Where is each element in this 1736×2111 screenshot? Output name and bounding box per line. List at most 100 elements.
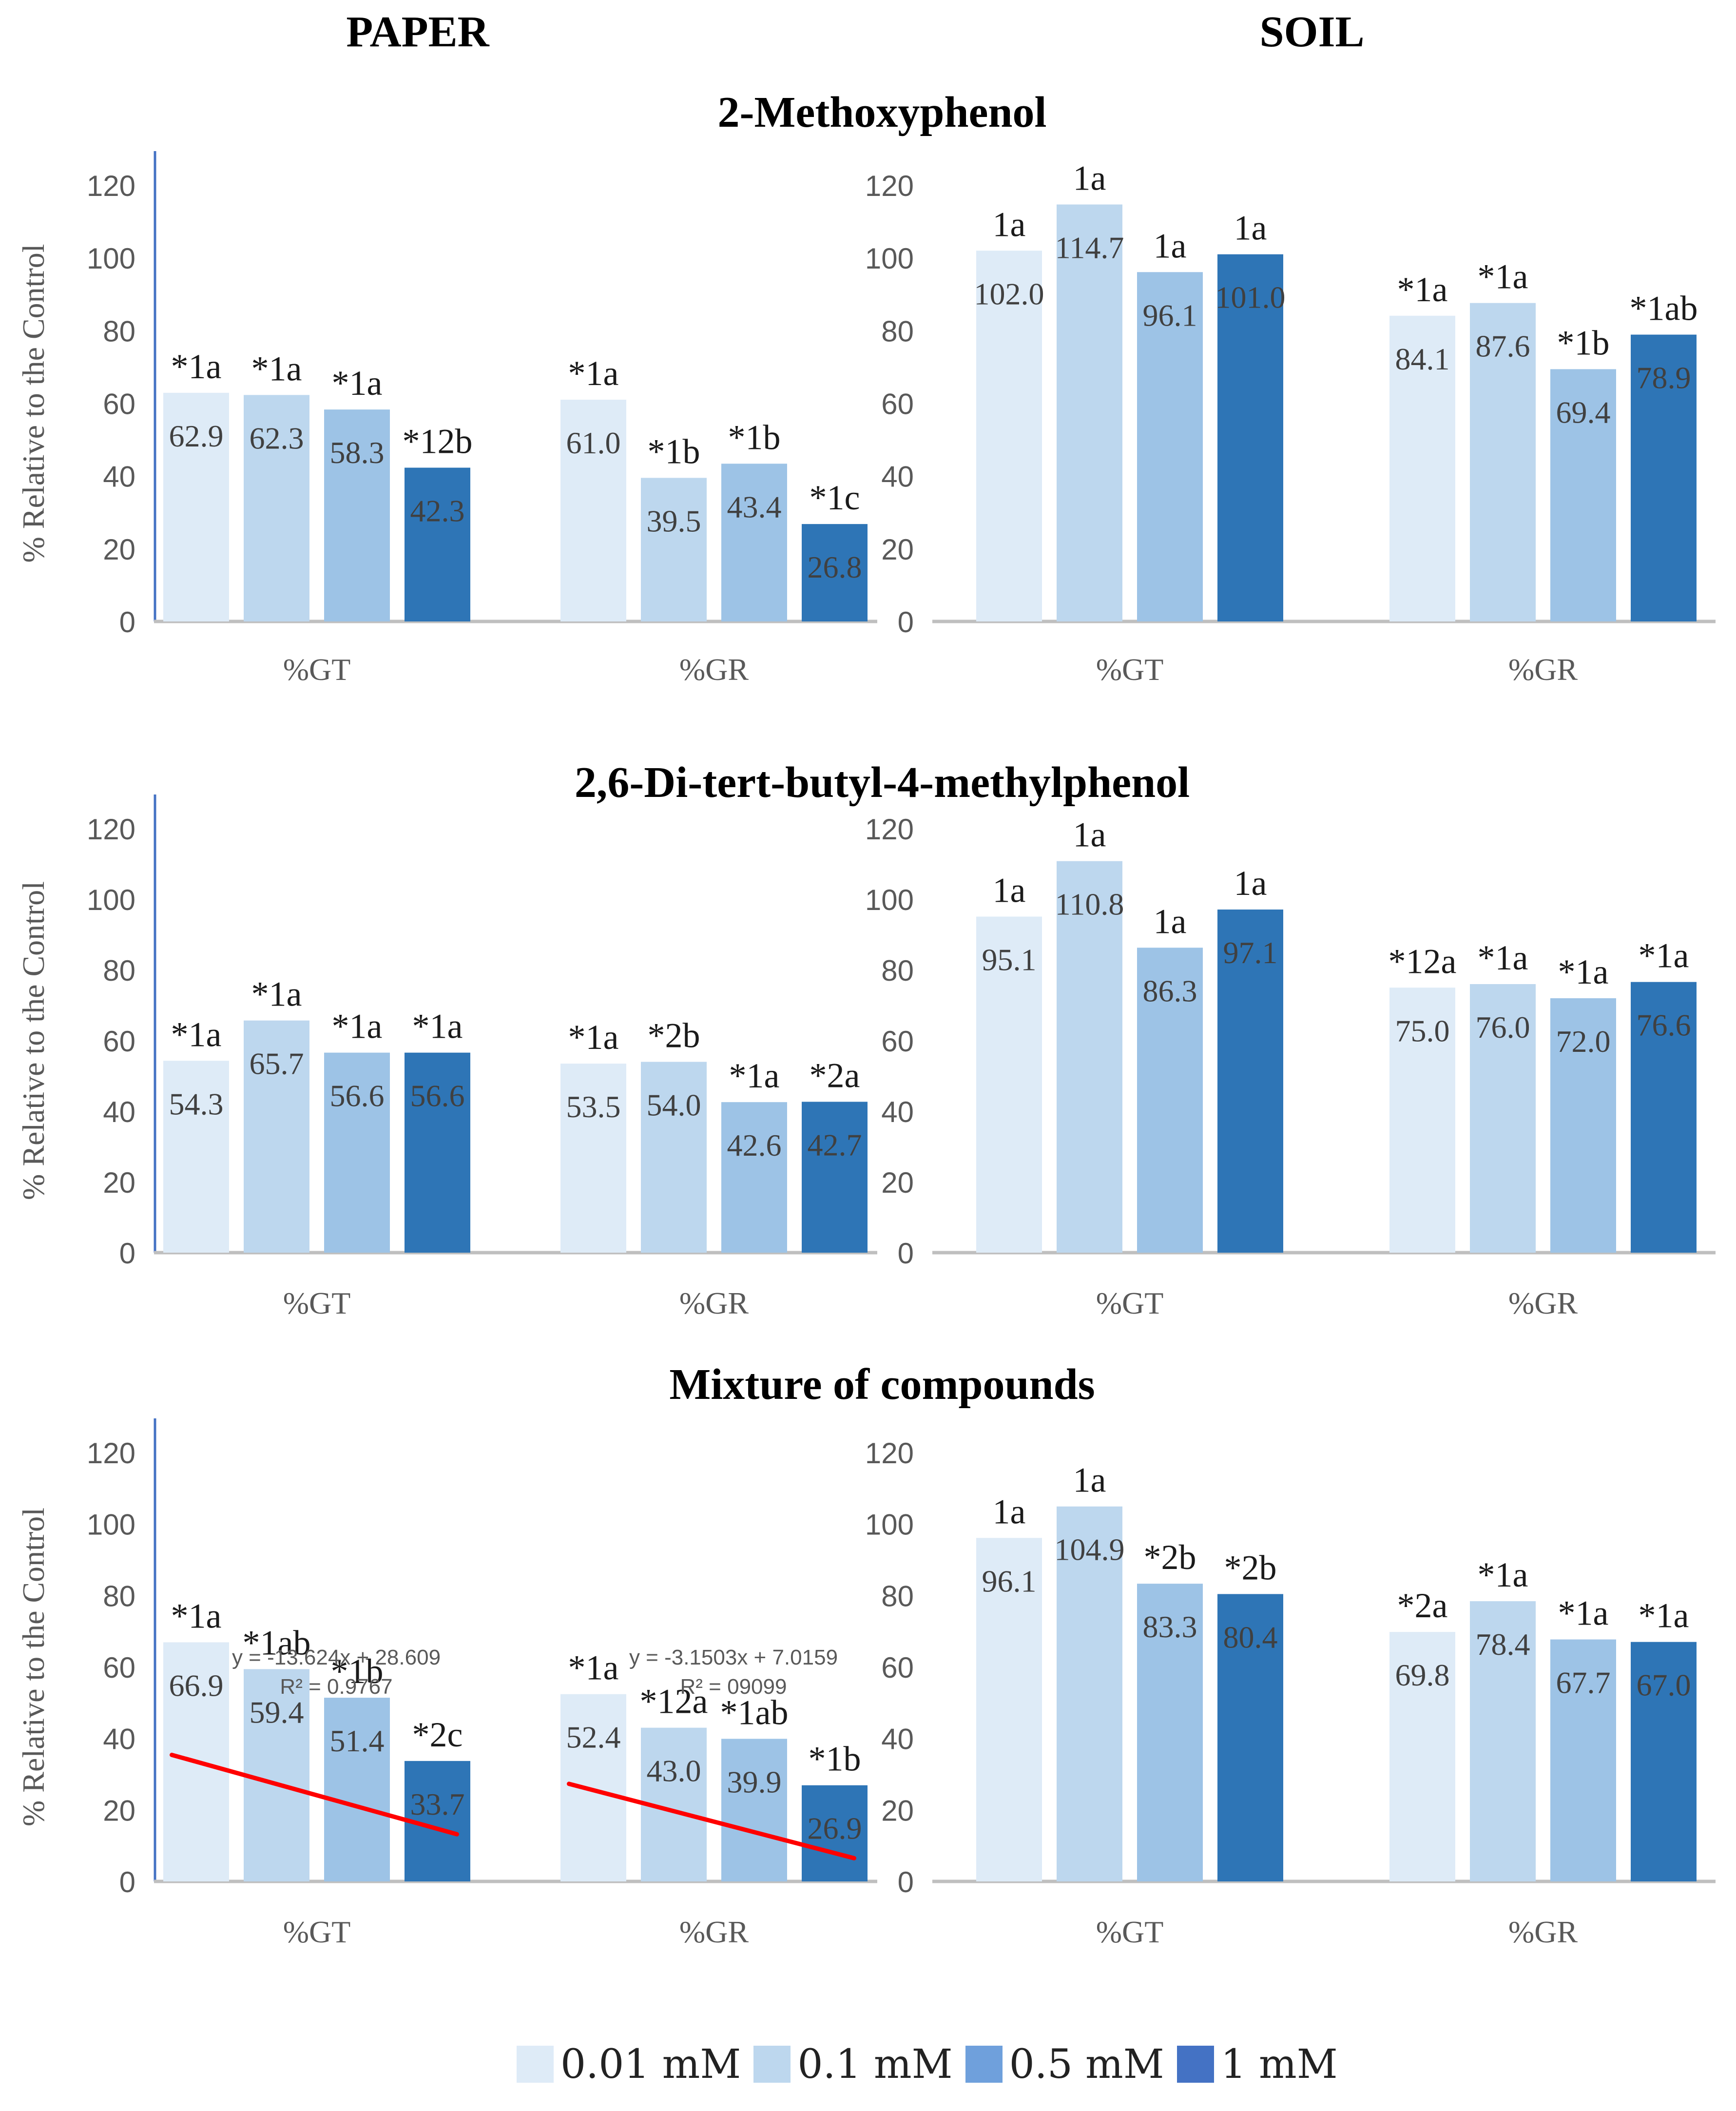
bar <box>802 1785 868 1881</box>
paper-header: PAPER <box>346 8 489 56</box>
bar-significance-label: *1a <box>729 1056 780 1095</box>
legend-swatch <box>753 2046 791 2083</box>
bar <box>721 464 787 621</box>
bar-value-label: 67.0 <box>1637 1668 1691 1703</box>
y-tick-label: 100 <box>865 242 914 275</box>
x-category-label: %GT <box>1096 652 1164 687</box>
y-tick-label: 80 <box>881 954 914 987</box>
bar <box>1631 1642 1697 1881</box>
compound-title: 2,6-Di-tert-butyl-4-methylphenol <box>575 758 1190 807</box>
chart-m-soil: 0 20 40 60 80 100 120 102.0 1a 114.7 1a 96.1 1a 101.0… <box>865 159 1716 687</box>
y-tick-label: 0 <box>119 606 135 639</box>
bar <box>1137 1584 1203 1881</box>
legend-swatch <box>517 2046 554 2083</box>
trendline <box>567 1782 856 1860</box>
bar-value-label: 96.1 <box>982 1564 1037 1598</box>
x-category-label: %GT <box>283 652 351 687</box>
trendline-r2: R² = 0.9767 <box>280 1675 392 1699</box>
legend-item: 0.01 mM <box>517 2041 741 2088</box>
y-tick-label: 60 <box>881 388 914 421</box>
bar-significance-label: *1a <box>332 364 383 403</box>
bar-value-label: 114.7 <box>1055 231 1124 265</box>
bar <box>324 1698 390 1881</box>
bar-value-label: 42.3 <box>410 494 465 528</box>
bar-significance-label: 1a <box>993 871 1026 910</box>
y-tick-label: 60 <box>103 388 135 421</box>
y-tick-label: 60 <box>103 1025 135 1058</box>
legend-label: 0.1 mM <box>797 2041 953 2088</box>
x-category-label: %GR <box>679 1915 749 1949</box>
bar-significance-label: *1a <box>568 1648 619 1687</box>
y-tick-label: 80 <box>881 315 914 348</box>
bar-value-label: 104.9 <box>1055 1532 1125 1567</box>
y-axis-title: % Relative to the Control <box>16 244 51 562</box>
trendline-equation: y = -13.624x + 28.609 <box>232 1646 441 1669</box>
y-tick-label: 80 <box>881 1580 914 1612</box>
bar-value-label: 69.4 <box>1556 395 1611 429</box>
chart-x-paper: 0 20 40 60 80 100 120 % Relative to the Control… <box>16 1418 877 1949</box>
y-axis-title: % Relative to the Control <box>16 1508 51 1826</box>
bar-significance-label: *1a <box>1397 270 1448 309</box>
legend-item: 0.5 mM <box>965 2041 1164 2088</box>
bar <box>976 916 1042 1253</box>
x-category-label: %GR <box>1508 1915 1578 1949</box>
y-axis-title: % Relative to the Control <box>16 881 51 1200</box>
compound-title: 2-Methoxyphenol <box>718 88 1047 136</box>
bar-value-label: 43.4 <box>727 489 782 524</box>
legend-item: 1 mM <box>1177 2041 1338 2088</box>
chart-d-soil: 0 20 40 60 80 100 120 95.1 1a 110.8 1a 86.3 1a 97.1 1a… <box>865 813 1716 1320</box>
bar <box>1057 1506 1122 1881</box>
chart-d-paper: 0 20 40 60 80 100 120 % Relative to the Control… <box>16 794 877 1320</box>
bar-value-label: 78.9 <box>1637 361 1691 395</box>
y-tick-label: 60 <box>881 1651 914 1684</box>
bar-significance-label: *1b <box>1557 323 1610 362</box>
bar-significance-label: 1a <box>1154 226 1187 265</box>
bar <box>1217 254 1283 621</box>
y-tick-label: 40 <box>881 1723 914 1756</box>
y-tick-label: 100 <box>865 884 914 916</box>
bar-significance-label: *2b <box>1144 1538 1196 1577</box>
bar <box>1217 910 1283 1253</box>
bar-significance-label: 1a <box>1154 902 1187 941</box>
bar-significance-label: *1a <box>1558 1594 1609 1633</box>
x-category-label: %GT <box>1096 1286 1164 1320</box>
bar <box>641 478 707 621</box>
bar <box>1470 984 1536 1253</box>
bar <box>1389 315 1455 621</box>
bar-significance-label: *12b <box>403 422 473 461</box>
legend-swatch <box>965 2046 1003 2083</box>
bar-value-label: 33.7 <box>410 1787 465 1821</box>
y-tick-label: 120 <box>865 170 914 202</box>
soil-header: SOIL <box>1259 8 1364 56</box>
bar <box>1550 998 1616 1253</box>
bar-value-label: 80.4 <box>1223 1620 1278 1654</box>
bar-significance-label: *1a <box>251 349 302 388</box>
y-tick-label: 20 <box>881 533 914 566</box>
bar-value-label: 67.7 <box>1556 1666 1611 1700</box>
bar <box>1057 204 1122 621</box>
y-tick-label: 120 <box>87 813 135 846</box>
compound-title: Mixture of compounds <box>669 1360 1095 1409</box>
y-tick-label: 20 <box>881 1794 914 1827</box>
bar-significance-label: *12a <box>1389 942 1457 981</box>
bar <box>560 1064 626 1253</box>
bar <box>560 1694 626 1881</box>
bar <box>976 1538 1042 1881</box>
bar-significance-label: *1a <box>412 1007 463 1046</box>
charts-area: 0 20 40 60 80 100 120 % Relative to the Control… <box>16 151 1716 1949</box>
bar-value-label: 59.4 <box>250 1695 304 1729</box>
bar-significance-label: 1a <box>1234 209 1267 248</box>
bar-value-label: 69.8 <box>1395 1658 1450 1692</box>
bar-value-label: 84.1 <box>1395 342 1450 376</box>
bar-value-label: 75.0 <box>1395 1013 1450 1048</box>
bar-significance-label: *12a <box>640 1682 708 1721</box>
bar-value-label: 26.9 <box>808 1811 862 1846</box>
bar-significance-label: *1b <box>648 432 700 471</box>
bar <box>244 1020 309 1253</box>
bar-value-label: 72.0 <box>1556 1024 1611 1059</box>
y-tick-label: 20 <box>103 1794 135 1827</box>
y-tick-label: 0 <box>119 1237 135 1270</box>
bar-significance-label: *1a <box>1558 952 1609 991</box>
bar-value-label: 96.1 <box>1143 298 1197 332</box>
